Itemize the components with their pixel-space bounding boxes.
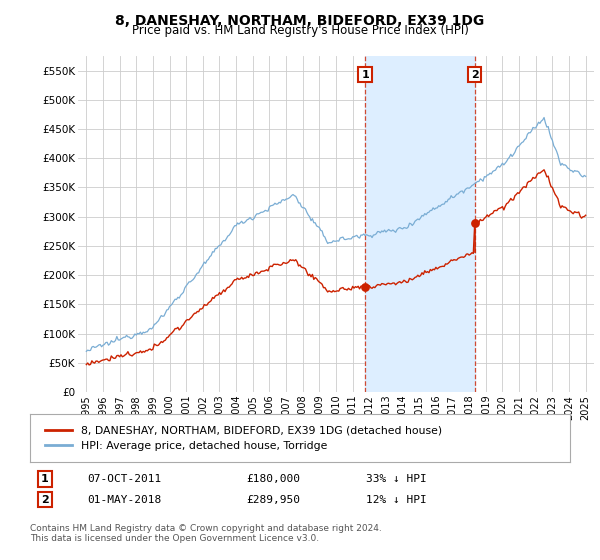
Text: 1: 1 — [41, 474, 49, 484]
Legend: 8, DANESHAY, NORTHAM, BIDEFORD, EX39 1DG (detached house), HPI: Average price, d: 8, DANESHAY, NORTHAM, BIDEFORD, EX39 1DG… — [41, 421, 446, 455]
Text: £289,950: £289,950 — [246, 494, 300, 505]
Text: £180,000: £180,000 — [246, 474, 300, 484]
Text: 2: 2 — [471, 69, 479, 80]
Text: 33% ↓ HPI: 33% ↓ HPI — [366, 474, 427, 484]
Point — [470, 218, 479, 227]
Point — [361, 282, 370, 291]
Text: 12% ↓ HPI: 12% ↓ HPI — [366, 494, 427, 505]
Text: 07-OCT-2011: 07-OCT-2011 — [87, 474, 161, 484]
Text: 8, DANESHAY, NORTHAM, BIDEFORD, EX39 1DG: 8, DANESHAY, NORTHAM, BIDEFORD, EX39 1DG — [115, 14, 485, 28]
Text: 1: 1 — [361, 69, 369, 80]
Text: Contains HM Land Registry data © Crown copyright and database right 2024.
This d: Contains HM Land Registry data © Crown c… — [30, 524, 382, 543]
Text: 2: 2 — [41, 494, 49, 505]
Text: 01-MAY-2018: 01-MAY-2018 — [87, 494, 161, 505]
Text: Price paid vs. HM Land Registry's House Price Index (HPI): Price paid vs. HM Land Registry's House … — [131, 24, 469, 37]
Bar — [365, 56, 475, 392]
